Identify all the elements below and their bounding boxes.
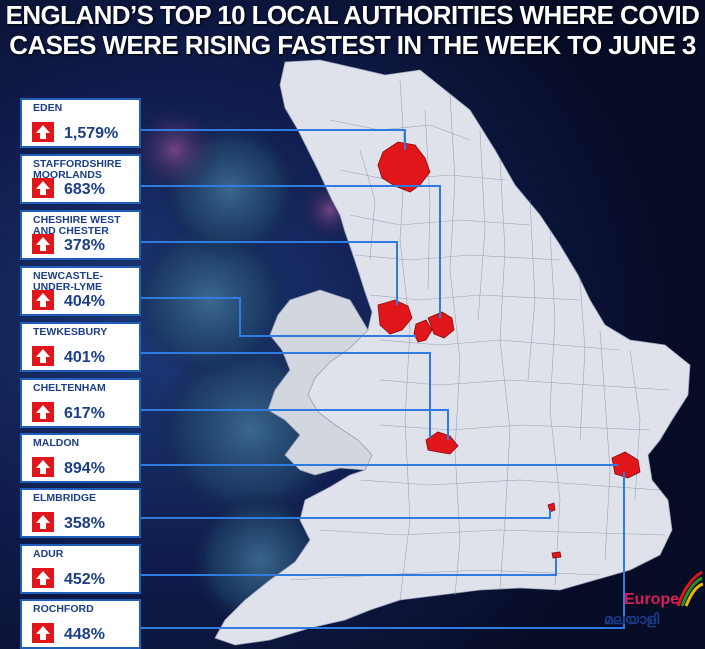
authority-change: 448% bbox=[64, 626, 105, 643]
connector-eden bbox=[141, 129, 406, 150]
authority-change: 404% bbox=[64, 293, 105, 310]
authority-name: TEWKESBURY bbox=[33, 326, 108, 338]
region-staffordshire bbox=[427, 311, 455, 339]
authority-name: ELMBRIDGE bbox=[33, 492, 96, 504]
arrow-up-icon bbox=[32, 457, 54, 477]
authority-change: 401% bbox=[64, 349, 105, 366]
connector-staffordshire bbox=[141, 185, 441, 318]
connector-elmbridge bbox=[141, 510, 551, 519]
authority-change: 378% bbox=[64, 237, 105, 254]
region-adur bbox=[551, 551, 562, 559]
authority-name: EDEN bbox=[33, 102, 63, 114]
page-title-line-1: ENGLAND’S TOP 10 LOCAL AUTHORITIES WHERE… bbox=[5, 0, 700, 30]
connector-adur bbox=[141, 558, 557, 576]
authority-name: MALDON bbox=[33, 437, 80, 449]
authority-card-staffordshire-moorlands: STAFFORDSHIRE MOORLANDS 683% bbox=[20, 154, 141, 204]
region-tewkesbury bbox=[425, 431, 459, 455]
authority-change: 1,579% bbox=[64, 125, 119, 142]
authority-change: 452% bbox=[64, 571, 105, 588]
region-maldon bbox=[611, 451, 641, 479]
authority-change: 683% bbox=[64, 181, 105, 198]
connector-lines bbox=[141, 129, 625, 629]
authority-card-elmbridge: ELMBRIDGE 358% bbox=[20, 488, 141, 538]
authority-change: 894% bbox=[64, 460, 105, 477]
region-elmbridge bbox=[547, 502, 556, 513]
authority-change: 617% bbox=[64, 405, 105, 422]
authority-name: CHESHIRE WEST AND CHESTER bbox=[33, 214, 121, 237]
authority-name: STAFFORDSHIRE MOORLANDS bbox=[33, 158, 122, 181]
authority-card-cheshire-west-and-chester: CHESHIRE WEST AND CHESTER 378% bbox=[20, 210, 141, 260]
arrow-up-icon bbox=[32, 346, 54, 366]
authority-name: NEWCASTLE-UNDER-LYME bbox=[33, 270, 103, 293]
virus-cell bbox=[130, 105, 220, 195]
highlighted-authorities bbox=[377, 141, 641, 559]
authority-card-cheltenham: CHELTENHAM 617% bbox=[20, 378, 141, 428]
authority-name: CHELTENHAM bbox=[33, 382, 106, 394]
arrow-up-icon bbox=[32, 178, 54, 198]
page-title-line-2: CASES WERE RISING FASTEST IN THE WEEK TO… bbox=[9, 30, 696, 60]
authority-card-tewkesbury: TEWKESBURY 401% bbox=[20, 322, 141, 372]
region-newcastle bbox=[413, 319, 433, 343]
england-outline bbox=[214, 59, 691, 646]
authority-name: ROCHFORD bbox=[33, 603, 94, 615]
connector-cheshire-west bbox=[141, 241, 398, 305]
connector-rochford bbox=[141, 472, 625, 629]
authority-card-rochford: ROCHFORD 448% bbox=[20, 599, 141, 649]
arrow-up-icon bbox=[32, 623, 54, 643]
authority-card-adur: ADUR 452% bbox=[20, 544, 141, 594]
authority-change: 358% bbox=[64, 515, 105, 532]
logo-script-text: മലയാളി bbox=[604, 612, 660, 628]
authority-card-newcastle-under-lyme: NEWCASTLE-UNDER-LYME 404% bbox=[20, 266, 141, 316]
connector-cheltenham bbox=[141, 409, 449, 440]
virus-cell bbox=[130, 220, 290, 380]
arrow-up-icon bbox=[32, 234, 54, 254]
authority-card-maldon: MALDON 894% bbox=[20, 433, 141, 483]
logo-swoosh-icon bbox=[676, 570, 704, 607]
connector-newcastle bbox=[141, 297, 416, 337]
authority-card-eden: EDEN 1,579% bbox=[20, 98, 141, 148]
logo-europe-text: Europe bbox=[624, 591, 680, 608]
arrow-up-icon bbox=[32, 122, 54, 142]
arrow-up-icon bbox=[32, 290, 54, 310]
arrow-up-icon bbox=[32, 568, 54, 588]
arrow-up-icon bbox=[32, 402, 54, 422]
arrow-up-icon bbox=[32, 512, 54, 532]
authority-name: ADUR bbox=[33, 548, 64, 560]
